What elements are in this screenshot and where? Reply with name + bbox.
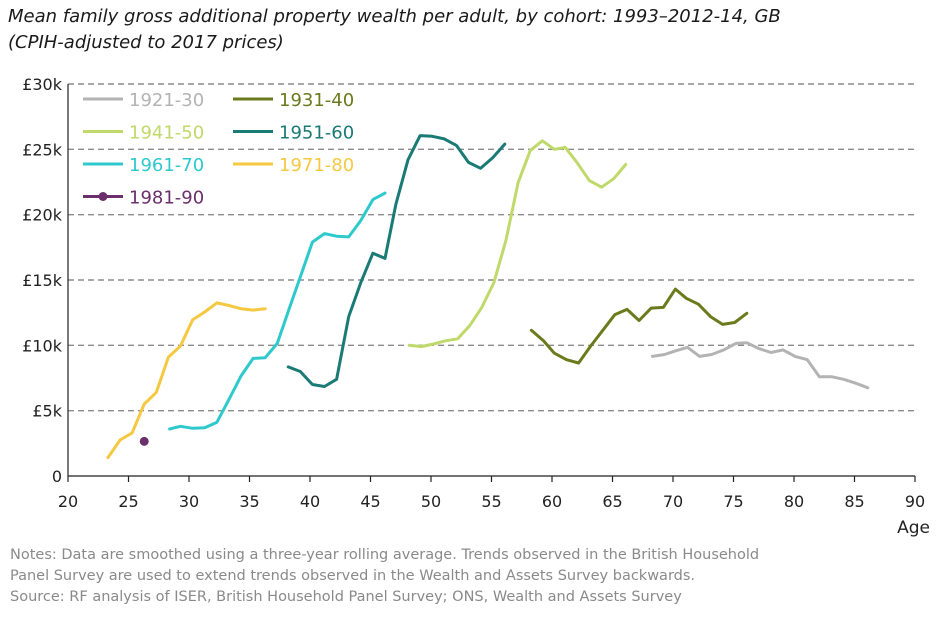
y-tick-label: £5k	[32, 402, 62, 421]
x-tick-label: 50	[421, 492, 441, 511]
y-tick-label: £20k	[22, 206, 63, 225]
gridlines	[68, 83, 915, 412]
notes-line-2: Panel Survey are used to extend trends o…	[10, 568, 696, 584]
series-point-1981-90	[139, 436, 149, 446]
legend-label-1951-60: 1951-60	[279, 123, 354, 144]
legend-label-1971-80: 1971-80	[279, 155, 354, 176]
x-tick-label: 60	[542, 492, 562, 511]
title-line-1: Mean family gross additional property we…	[8, 6, 781, 27]
legend-marker-1981-90	[98, 192, 108, 201]
title-line-2: (CPIH-adjusted to 2017 prices)	[8, 32, 284, 53]
x-tick-label: 35	[239, 492, 259, 511]
x-tick-label: 25	[118, 492, 138, 511]
x-tick-label: 90	[905, 492, 925, 511]
legend-label-1961-70: 1961-70	[129, 155, 204, 176]
series-line-1931-40	[529, 287, 749, 365]
legend-label-1981-90: 1981-90	[129, 188, 204, 209]
legend-label-1921-30: 1921-30	[129, 90, 204, 111]
notes-line-1: Notes: Data are smoothed using a three-y…	[10, 547, 760, 563]
y-tick-label: 0	[52, 467, 62, 486]
x-tick-label: 85	[844, 492, 864, 511]
series-line-1941-50	[407, 139, 628, 349]
x-tick-label: 55	[481, 492, 501, 511]
series-lines	[106, 134, 870, 460]
x-tick-label: 70	[663, 492, 683, 511]
y-tick-label: £15k	[22, 271, 63, 290]
chart-title: Mean family gross additional property we…	[8, 4, 938, 56]
series-line-1971-80	[106, 301, 267, 460]
y-tick-label: £30k	[22, 75, 63, 94]
source-line: Source: RF analysis of ISER, British Hou…	[10, 589, 682, 605]
x-tick-label: 30	[179, 492, 199, 511]
legend: 1921-30 1931-40 1941-50 1951-60 1961-70 1971-…	[83, 90, 354, 209]
chart-notes: Notes: Data are smoothed using a three-y…	[10, 545, 940, 608]
x-tick-label: 40	[300, 492, 320, 511]
x-tick-label: 65	[602, 492, 622, 511]
x-tick-label: 80	[784, 492, 804, 511]
y-tick-label: £10k	[22, 336, 63, 355]
axes: 0 £5k £10k £15k £20k £25k £30k 20 25 30 35 40 45 50 55…	[22, 75, 930, 538]
series-line-1921-30	[650, 341, 870, 390]
x-axis-label: Age	[897, 518, 930, 538]
y-tick-label: £25k	[22, 140, 63, 159]
series-line-1961-70	[168, 191, 387, 431]
x-tick-label: 20	[58, 492, 78, 511]
line-chart: 0 £5k £10k £15k £20k £25k £30k 20 25 30 35 40 45 50 55…	[22, 75, 930, 538]
series-line-1951-60	[286, 134, 507, 388]
legend-label-1941-50: 1941-50	[129, 123, 204, 144]
legend-label-1931-40: 1931-40	[279, 90, 354, 111]
x-tick-label: 45	[360, 492, 380, 511]
x-tick-label: 75	[723, 492, 743, 511]
